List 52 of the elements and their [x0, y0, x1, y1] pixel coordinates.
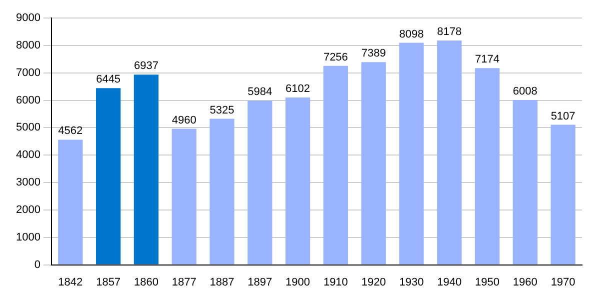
x-tick-label: 1887 — [210, 276, 234, 288]
y-tick-label: 0 — [34, 258, 40, 271]
x-tick-label: 1860 — [134, 276, 158, 288]
data-label: 5107 — [550, 110, 576, 122]
data-label: 7174 — [475, 54, 500, 66]
y-tick-label: 8000 — [16, 39, 40, 52]
x-tick-label: 1857 — [96, 276, 121, 288]
data-label: 6008 — [512, 86, 538, 98]
x-tick-label: 1970 — [550, 276, 576, 288]
bar — [361, 62, 386, 264]
bar — [172, 128, 196, 264]
x-tick-label: 1950 — [475, 276, 500, 288]
y-tick-label: 9000 — [16, 12, 40, 24]
x-tick-label: 1930 — [399, 276, 424, 288]
data-label: 4562 — [58, 125, 83, 138]
x-tick-label: 1900 — [286, 276, 310, 288]
bar — [512, 100, 538, 264]
bar — [96, 88, 121, 264]
data-label: 7256 — [323, 51, 348, 64]
data-label: 7389 — [361, 48, 386, 60]
y-tick-label: 4000 — [16, 149, 40, 162]
x-tick-label: 1960 — [512, 276, 538, 288]
x-tick-label: 1940 — [437, 276, 462, 288]
y-tick-label: 1000 — [16, 231, 40, 244]
data-label: 6937 — [134, 60, 158, 72]
data-label: 5984 — [248, 86, 272, 98]
x-tick-label: 1897 — [248, 276, 272, 288]
bar — [248, 100, 272, 264]
data-label: 6102 — [286, 83, 310, 95]
bar — [134, 74, 159, 264]
bar — [58, 140, 83, 264]
x-tick-label: 1920 — [361, 276, 386, 288]
y-tick-label: 5000 — [16, 122, 40, 134]
x-tick-label: 1910 — [323, 276, 348, 288]
data-label: 6445 — [96, 74, 121, 86]
bar — [210, 118, 234, 264]
bar — [285, 97, 310, 264]
data-label: 8098 — [399, 28, 424, 40]
bar — [323, 66, 348, 264]
y-tick-label: 3000 — [16, 176, 40, 189]
bar — [474, 68, 500, 264]
y-tick-label: 7000 — [16, 66, 40, 79]
data-label: 8178 — [437, 26, 462, 38]
bar — [437, 40, 462, 264]
x-tick-label: 1842 — [58, 276, 83, 288]
data-label: 4960 — [172, 114, 196, 126]
bar — [399, 42, 424, 264]
y-tick-label: 6000 — [16, 94, 40, 106]
x-tick-label: 1877 — [172, 276, 196, 288]
bar — [550, 124, 576, 264]
y-tick-label: 2000 — [16, 204, 40, 216]
data-label: 5325 — [210, 104, 234, 116]
